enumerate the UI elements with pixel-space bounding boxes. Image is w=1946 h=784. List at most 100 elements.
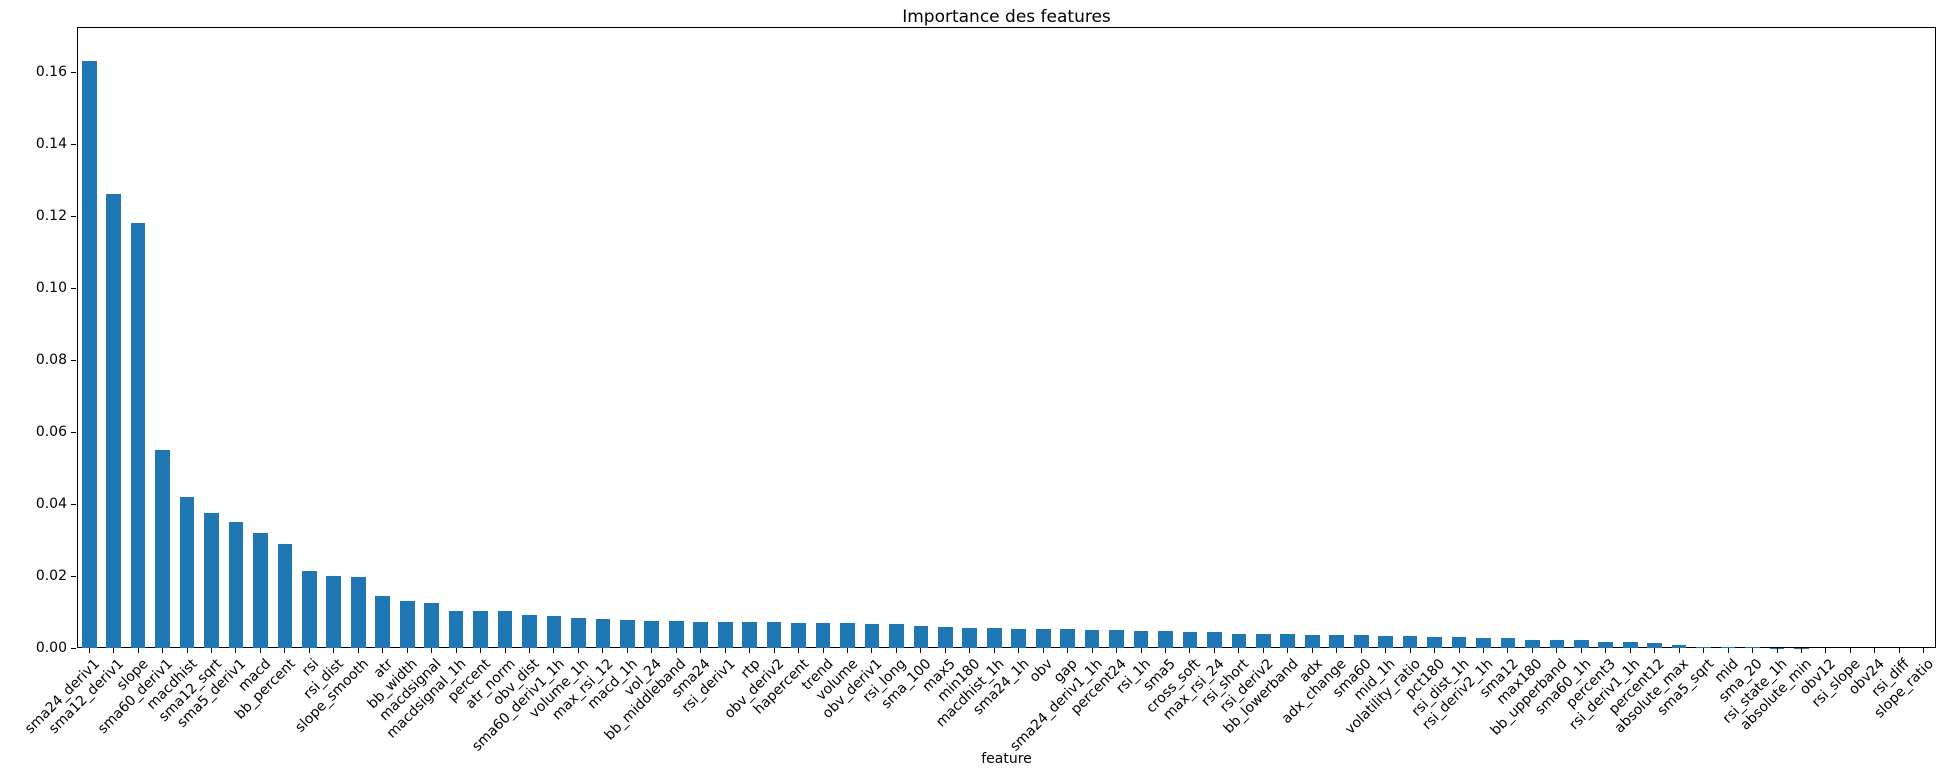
bar [1525,639,1540,648]
y-tick-label: 0.16 [35,64,67,80]
bar [277,543,293,648]
bar [1084,629,1100,648]
x-tick [1556,648,1558,653]
x-tick [1482,648,1484,653]
x-tick [1458,648,1460,653]
x-tick [431,648,433,653]
bar [522,614,537,648]
x-tick [1874,648,1876,653]
y-tick [71,143,76,145]
x-tick [724,648,726,653]
x-tick [162,648,164,653]
x-tick [1678,648,1680,653]
x-tick [847,648,848,653]
bar [962,627,978,648]
x-tick [1776,648,1778,653]
x-tick [259,648,261,653]
bar [1280,633,1296,648]
x-tick [602,648,604,653]
bar [473,610,488,648]
x-tick [1262,648,1264,653]
x-tick [113,648,115,653]
bar [668,621,684,648]
x-tick [406,648,408,653]
x-tick [822,648,824,653]
bar [81,61,97,648]
bar [1207,632,1222,648]
bar [546,616,562,648]
bar [791,622,806,648]
x-tick [1531,648,1533,653]
y-tick [71,287,76,289]
y-tick-label: 0.08 [35,352,67,368]
bar [424,603,439,648]
x-tick [1287,648,1289,653]
x-tick [1116,648,1118,653]
bar [1133,630,1149,648]
y-tick-label: 0.10 [35,280,67,296]
bar [1696,646,1711,648]
x-tick [1311,648,1313,653]
x-tick [1238,648,1240,653]
bar [986,628,1002,648]
x-tick [577,648,579,653]
x-tick [1409,648,1411,653]
bar [326,576,342,648]
bar [1329,635,1345,648]
x-tick [382,648,384,653]
bar [1476,637,1491,648]
y-tick-label: 0.02 [35,568,67,584]
bar [106,194,122,648]
x-tick [651,648,653,653]
x-tick [871,648,873,653]
x-tick [1067,648,1069,653]
bar [1378,636,1393,648]
x-tick [1898,648,1900,653]
x-tick [749,648,751,653]
bar [1671,645,1687,648]
bar [1451,637,1467,648]
x-tick-label: obv [1026,656,1057,686]
bar [571,617,586,648]
bar [913,626,929,648]
bar [1231,633,1247,648]
bar [1549,640,1565,648]
bar [1109,630,1124,648]
x-tick [700,648,702,653]
x-tick [1629,648,1631,653]
x-tick [211,648,213,653]
x-tick [1507,648,1509,653]
bar [1255,633,1271,648]
x-tick [1042,648,1044,653]
x-tick [1727,648,1729,653]
x-tick [357,648,359,653]
plot-area [77,27,1936,648]
x-tick [993,648,995,653]
x-tick [1580,648,1582,653]
x-tick [235,648,237,653]
x-tick [504,648,506,653]
y-tick-label: 0.00 [35,640,67,656]
bar [253,532,268,648]
bar [620,619,635,648]
bar [1647,642,1663,648]
x-tick [1825,648,1827,653]
y-tick [71,359,76,361]
x-tick [529,648,531,653]
bar [1304,635,1320,648]
bar [1500,637,1516,648]
y-tick [71,575,76,577]
bar [1402,636,1418,648]
bar [1622,641,1638,648]
y-tick-label: 0.14 [35,136,67,152]
bar [155,450,170,648]
x-tick [1752,648,1754,653]
bar [1353,635,1369,648]
bar [1598,641,1614,648]
bar [693,621,709,648]
bar [840,622,855,648]
x-tick [969,648,971,653]
bar [938,627,953,648]
bar [497,611,513,648]
y-tick [71,71,76,73]
